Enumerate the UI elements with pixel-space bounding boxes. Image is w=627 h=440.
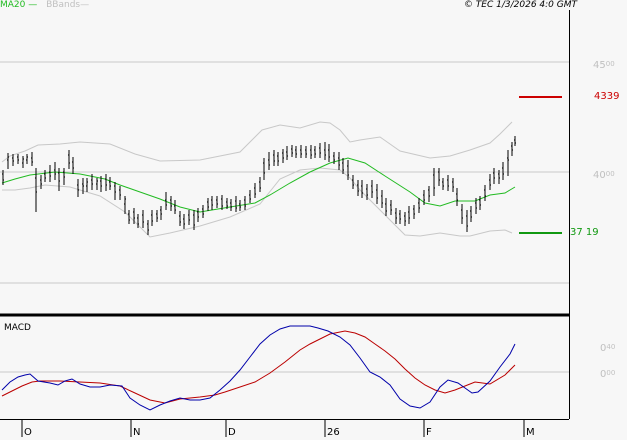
macd-tick-main: 0 [600, 369, 607, 380]
x-label-mar: M [526, 427, 535, 438]
x-axis-ticks [21, 420, 525, 437]
legend-bbands-label: BBands [46, 0, 81, 10]
legend-ma20: MA20 — [0, 0, 38, 10]
macd-title: MACD [4, 323, 31, 333]
legend-bbands: BBands— [46, 0, 90, 10]
macd-tick-main: 0 [600, 343, 607, 354]
x-label-oct: O [24, 427, 32, 438]
support-level-label: 37 19 [570, 227, 599, 238]
price-tick-main: 40 [593, 170, 606, 181]
x-label-feb: F [426, 427, 432, 438]
chart-legend: MA20 — BBands— [0, 0, 89, 11]
legend-ma20-label: MA20 [0, 0, 26, 10]
price-tick-main: 45 [593, 60, 606, 71]
price-tick-sup: 00 [605, 170, 615, 178]
price-tick-4000: 4000 [593, 170, 615, 181]
price-tick-4500: 4500 [593, 60, 615, 71]
x-label-dec: D [228, 427, 236, 438]
macd-tick-sup: 00 [606, 369, 616, 377]
ma20-line [1, 157, 516, 213]
x-label-nov: N [133, 427, 141, 438]
macd-line [1, 325, 516, 411]
macd-tick-040: 040 [600, 343, 615, 354]
ohlc-bars [2, 136, 516, 235]
resistance-level-label: 4339 [594, 91, 620, 102]
price-tick-sup: 00 [605, 60, 615, 68]
bbands-lower-line [2, 167, 513, 238]
bbands-upper-line [1, 121, 513, 163]
x-label-2026: 26 [327, 427, 340, 438]
macd-tick-000: 000 [600, 369, 615, 380]
macd-signal-line [1, 330, 516, 404]
macd-tick-sup: 40 [606, 343, 616, 351]
copyright-timestamp: © TEC 1/3/2026 4:0 GMT [463, 0, 577, 10]
